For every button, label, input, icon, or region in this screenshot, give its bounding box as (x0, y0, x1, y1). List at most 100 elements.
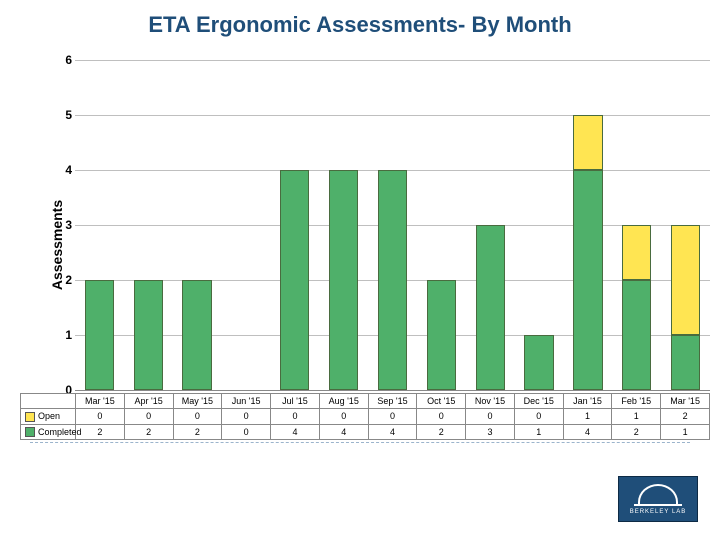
bar-slot (222, 60, 271, 390)
bar-slot (612, 60, 661, 390)
table-cell: 2 (612, 424, 661, 440)
table-row-header: Completed (21, 424, 76, 440)
y-tick-label: 2 (50, 273, 72, 287)
bar-stack (182, 280, 211, 390)
table-cell: 2 (124, 424, 173, 440)
bar-segment-completed (378, 170, 407, 390)
bar-segment-completed (134, 280, 163, 390)
table-cell: 2 (173, 424, 222, 440)
table-cell: 0 (222, 424, 271, 440)
logo-text: BERKELEY LAB (630, 509, 687, 515)
y-tick-label: 1 (50, 328, 72, 342)
berkeley-lab-logo: BERKELEY LAB (618, 476, 698, 522)
bar-segment-completed (524, 335, 553, 390)
bar-stack (329, 170, 358, 390)
table-cell: 4 (368, 424, 417, 440)
bar-segment-completed (182, 280, 211, 390)
chart-area: Assessments 0123456 (20, 60, 710, 430)
bar-slot (124, 60, 173, 390)
bar-segment-open (573, 115, 602, 170)
table-row-header: Open (21, 409, 76, 425)
table-cell: 1 (661, 424, 710, 440)
table-row-label: Completed (38, 427, 82, 437)
table-cell: 2 (417, 424, 466, 440)
bar-segment-completed (622, 280, 651, 390)
bar-segment-open (622, 225, 651, 280)
bar-segment-completed (476, 225, 505, 390)
table-cell: 1 (514, 424, 563, 440)
bar-stack (671, 225, 700, 390)
table-col-header: Oct '15 (417, 394, 466, 409)
table-cell: 0 (417, 409, 466, 425)
bar-stack (476, 225, 505, 390)
table-cell: 3 (466, 424, 515, 440)
bar-segment-completed (427, 280, 456, 390)
table-col-header: Apr '15 (124, 394, 173, 409)
bar-segment-completed (85, 280, 114, 390)
bar-slot (173, 60, 222, 390)
table-corner (21, 394, 76, 409)
table-cell: 0 (514, 409, 563, 425)
table-cell: 4 (319, 424, 368, 440)
plot-region (75, 60, 710, 391)
legend-swatch-icon (25, 412, 35, 422)
bar-segment-completed (671, 335, 700, 390)
y-tick-label: 6 (50, 53, 72, 67)
y-tick-label: 5 (50, 108, 72, 122)
table-cell: 0 (466, 409, 515, 425)
table-cell: 4 (271, 424, 320, 440)
data-table: Mar '15Apr '15May '15Jun '15Jul '15Aug '… (20, 393, 710, 440)
bar-segment-completed (573, 170, 602, 390)
table-cell: 1 (612, 409, 661, 425)
bar-slot (417, 60, 466, 390)
table-cell: 1 (563, 409, 612, 425)
bar-stack (427, 280, 456, 390)
table-col-header: Dec '15 (514, 394, 563, 409)
table-row-label: Open (38, 411, 60, 421)
bar-slot (466, 60, 515, 390)
bar-slot (368, 60, 417, 390)
logo-arch-icon (638, 484, 678, 504)
table-col-header: Sep '15 (368, 394, 417, 409)
bar-slot (515, 60, 564, 390)
table-cell: 0 (173, 409, 222, 425)
bar-slot (319, 60, 368, 390)
table-col-header: May '15 (173, 394, 222, 409)
table-col-header: Nov '15 (466, 394, 515, 409)
bar-stack (378, 170, 407, 390)
table-cell: 0 (271, 409, 320, 425)
bar-stack (134, 280, 163, 390)
bar-stack (573, 115, 602, 390)
table-cell: 0 (76, 409, 125, 425)
y-tick-label: 4 (50, 163, 72, 177)
bar-stack (622, 225, 651, 390)
table-col-header: Mar '15 (661, 394, 710, 409)
divider-line (30, 442, 690, 444)
y-tick-label: 3 (50, 218, 72, 232)
table-cell: 2 (76, 424, 125, 440)
table-col-header: Mar '15 (76, 394, 125, 409)
bar-stack (524, 335, 553, 390)
logo-base-icon (634, 504, 682, 506)
bar-segment-completed (329, 170, 358, 390)
bar-slot (75, 60, 124, 390)
table-cell: 0 (124, 409, 173, 425)
bar-stack (85, 280, 114, 390)
bar-segment-completed (280, 170, 309, 390)
bar-slot (270, 60, 319, 390)
chart-title: ETA Ergonomic Assessments- By Month (0, 12, 720, 38)
bar-slot (661, 60, 710, 390)
table-cell: 2 (661, 409, 710, 425)
table-cell: 0 (222, 409, 271, 425)
legend-swatch-icon (25, 427, 35, 437)
table-col-header: Jul '15 (271, 394, 320, 409)
table-cell: 0 (319, 409, 368, 425)
table-col-header: Aug '15 (319, 394, 368, 409)
table-col-header: Jun '15 (222, 394, 271, 409)
table-col-header: Jan '15 (563, 394, 612, 409)
table-cell: 0 (368, 409, 417, 425)
table-cell: 4 (563, 424, 612, 440)
bar-segment-open (671, 225, 700, 335)
bar-stack (280, 170, 309, 390)
table-col-header: Feb '15 (612, 394, 661, 409)
